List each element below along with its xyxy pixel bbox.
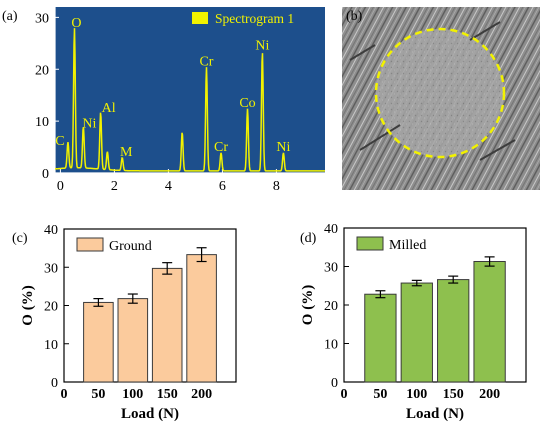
panel-c: (c) 0 10 20 30 40 0 50 100 150 200 Ground Load (N) O…: [12, 223, 237, 422]
milled-x-axis-label: Load (N): [406, 406, 464, 422]
spectrum-y-tick-label: 0: [42, 167, 49, 182]
peak-label: Co: [239, 96, 255, 111]
peak-label: Ni: [255, 39, 269, 54]
ground-y-tick-label: 10: [44, 338, 58, 353]
panel-a-letter: (a): [2, 9, 18, 24]
ground-bar: [151, 267, 183, 383]
ground-bar: [83, 301, 114, 383]
sem-micrograph: [342, 7, 540, 190]
spectrum-legend-label: Spectrogram 1: [215, 11, 294, 26]
spectrum-line: [55, 28, 325, 172]
milled-y-tick-label: 20: [324, 299, 338, 314]
spectrum-y-tick-label: 10: [35, 115, 49, 130]
ground-x-tick-label: 0: [61, 387, 68, 402]
spectrum-x-tick-label: 6: [219, 179, 226, 194]
milled-y-tick-label: 40: [324, 222, 338, 237]
milled-bar: [437, 279, 470, 383]
spectrum-legend-swatch: [192, 12, 208, 24]
ground-y-tick-label: 20: [44, 300, 58, 315]
milled-y-tick-label: 30: [324, 261, 338, 276]
ground-x-tick-label: 50: [91, 387, 105, 402]
spectrum-x-tick-label: 4: [165, 179, 172, 194]
milled-x-tick-label: 150: [443, 387, 464, 402]
spectrum-y-tick-label: 20: [35, 63, 49, 78]
milled-y-axis-label: O (%): [300, 285, 316, 325]
ground-x-tick-label: 100: [122, 387, 143, 402]
milled-bar: [364, 293, 397, 383]
panel-b-letter: (b): [346, 9, 363, 24]
ground-x-tick-label: 200: [191, 387, 212, 402]
panel-d: (d) 0 10 20 30 40 0 50 100 150 200 Milled Load (N) O…: [300, 222, 527, 422]
spectrum-x-tick-label: 8: [273, 179, 280, 194]
spectrum-x-tick-label: 2: [111, 179, 118, 194]
panel-a: (a) 0 10 20 30 0 2 4 6 8 C O Ni Al M Cr Cr Co Ni Ni Spect…: [2, 7, 325, 194]
ground-x-tick-label: 150: [157, 387, 178, 402]
peak-label: M: [120, 145, 133, 160]
ground-x-axis-label: Load (N): [121, 406, 179, 422]
milled-legend-swatch: [356, 236, 384, 251]
milled-y-tick-label: 0: [331, 376, 338, 391]
ground-legend-label: Ground: [109, 239, 152, 254]
peak-label: Cr: [214, 140, 228, 155]
milled-y-tick-label: 10: [324, 338, 338, 353]
peak-label: Ni: [276, 140, 290, 155]
ground-bar: [186, 254, 217, 383]
panel-d-letter: (d): [300, 231, 317, 246]
panel-b: (b): [342, 7, 540, 190]
milled-x-tick-label: 100: [406, 387, 427, 402]
peak-label: Ni: [82, 117, 96, 132]
spectrum-y-tick-label: 30: [35, 11, 49, 26]
spectrum-x-tick-label: 0: [57, 179, 64, 194]
ground-y-axis-label: O (%): [20, 285, 36, 325]
peak-label: Al: [102, 101, 116, 116]
spectrum-marks: C O Ni Al M Cr Cr Co Ni Ni: [55, 16, 325, 172]
milled-bar: [473, 260, 506, 383]
spectrum-axes: 0 10 20 30 0 2 4 6 8: [35, 7, 325, 194]
ground-y-tick-label: 0: [51, 376, 58, 391]
milled-legend-label: Milled: [389, 238, 426, 253]
peak-label: C: [55, 134, 64, 149]
ground-chart: 0 10 20 30 40 0 50 100 150 200 Ground Load (N) O (%): [20, 223, 237, 422]
milled-x-tick-label: 50: [373, 387, 387, 402]
peak-label: Cr: [199, 54, 213, 69]
milled-x-tick-label: 0: [341, 387, 348, 402]
peak-label: O: [71, 16, 81, 31]
panel-c-letter: (c): [12, 231, 28, 246]
milled-bar: [400, 282, 433, 383]
ground-legend-swatch: [76, 237, 104, 252]
milled-chart: 0 10 20 30 40 0 50 100 150 200 Milled Load (N) O (%): [300, 222, 527, 422]
spectrum-legend: Spectrogram 1: [192, 11, 294, 26]
ground-bar: [117, 298, 149, 383]
wear-scar-outline: [374, 27, 506, 159]
ground-y-tick-label: 40: [44, 223, 58, 238]
milled-x-tick-label: 200: [479, 387, 500, 402]
ground-y-tick-label: 30: [44, 261, 58, 276]
